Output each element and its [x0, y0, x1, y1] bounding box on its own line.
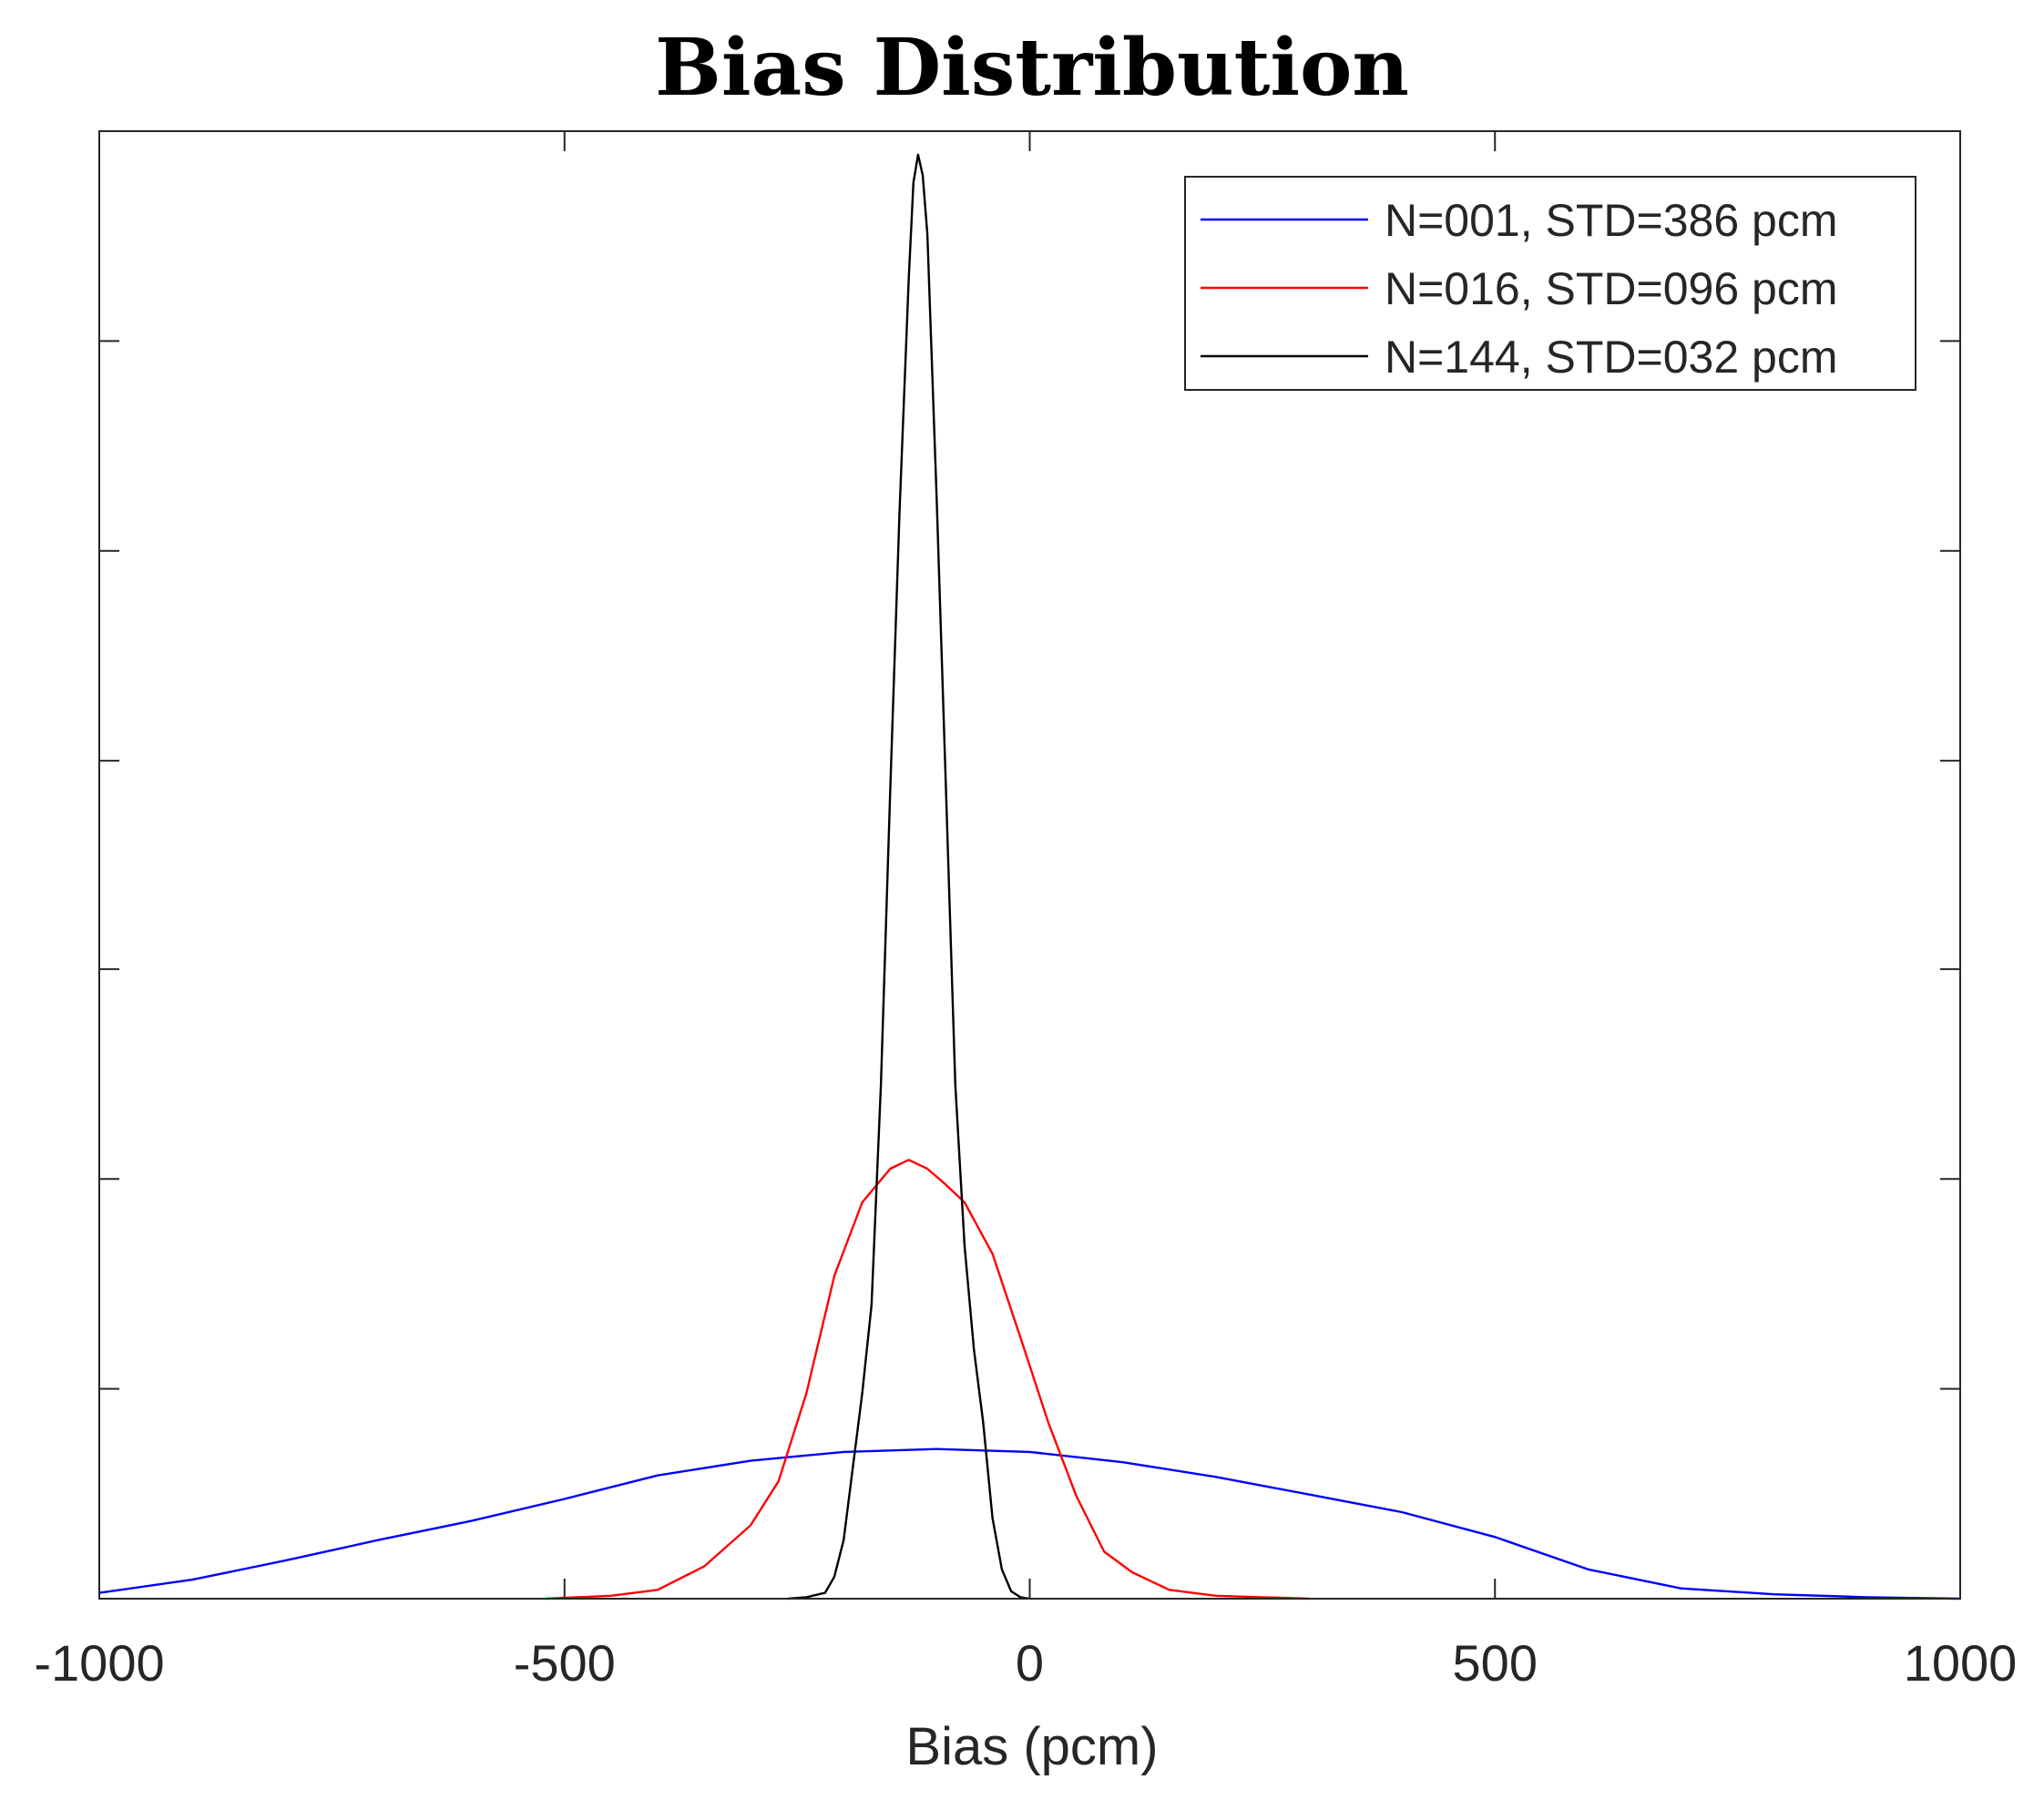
series-line-3 [787, 153, 1030, 1601]
x-tick-label: -500 [514, 1634, 616, 1692]
x-tick-label: -1000 [34, 1634, 164, 1692]
legend-label-2: N=016, STD=096 pcm [1385, 263, 1838, 314]
chart-title: Bias Distribution [655, 22, 1409, 114]
series-line-2 [546, 1159, 1310, 1601]
legend: N=001, STD=386 pcm N=016, STD=096 pcm N=14… [1184, 176, 1916, 391]
series-line-1 [98, 1447, 1961, 1601]
legend-label-3: N=144, STD=032 pcm [1385, 332, 1838, 383]
plot-area [98, 130, 1961, 1600]
legend-items: N=001, STD=386 pcm N=016, STD=096 pcm N=14… [1201, 195, 1838, 383]
x-tick-label: 1000 [1904, 1634, 2018, 1692]
tick-labels-layer: -1000 -500 0 500 1000 [34, 1634, 2017, 1692]
legend-box [1184, 176, 1916, 391]
x-tick-label: 0 [1016, 1634, 1044, 1692]
x-tick-label: 500 [1453, 1634, 1538, 1692]
x-axis-label: Bias (pcm) [905, 1717, 1158, 1776]
series-layer [98, 153, 1961, 1601]
legend-label-1: N=001, STD=386 pcm [1385, 195, 1838, 246]
